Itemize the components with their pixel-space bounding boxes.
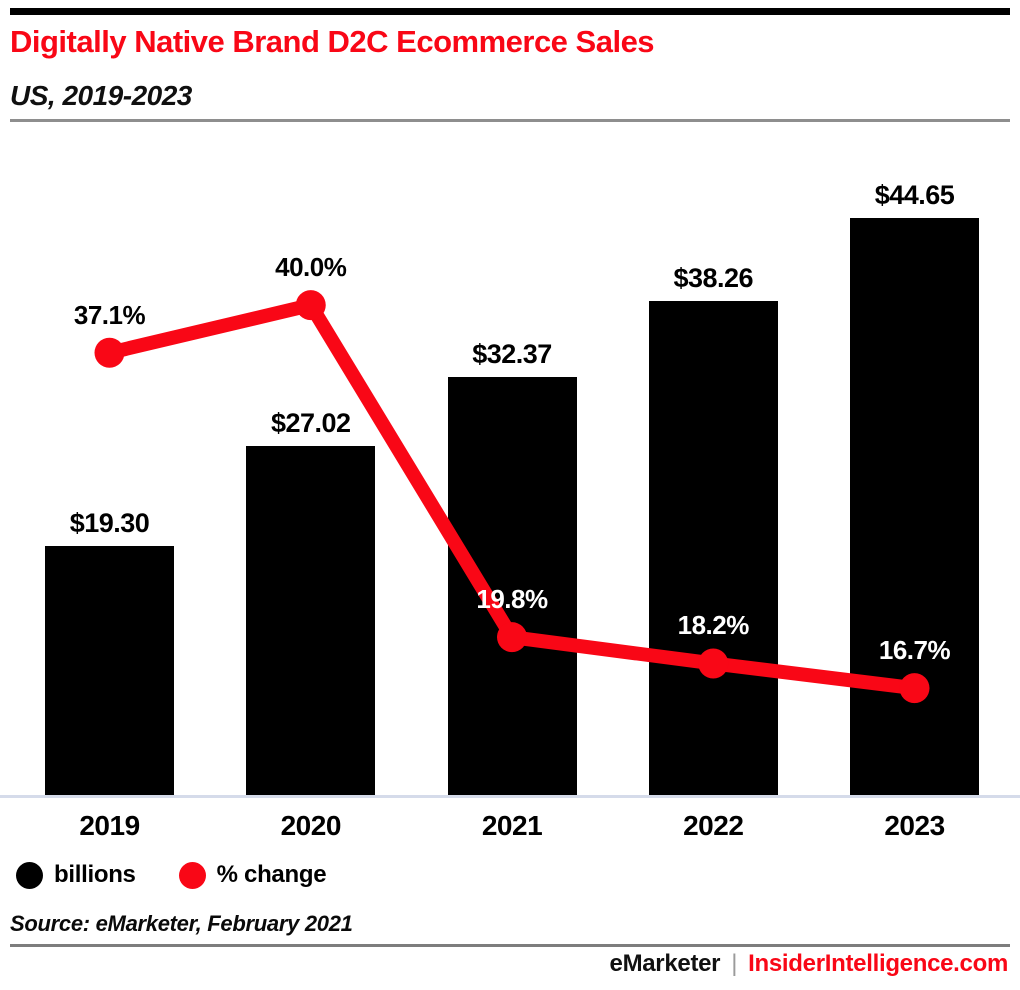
x-axis-label-2019: 2019 — [79, 810, 140, 841]
footer: eMarketer | InsiderIntelligence.com — [609, 950, 1009, 978]
legend-billions-label: billions — [54, 861, 136, 888]
footer-separator: | — [731, 950, 738, 977]
x-axis-label-2020: 2020 — [280, 810, 342, 841]
line-point-dot-2019 — [94, 337, 125, 368]
line-point-dot-2020 — [295, 290, 326, 321]
x-axis-label-2023: 2023 — [884, 810, 945, 841]
bar-2020 — [246, 446, 376, 795]
line-point-dot-2022 — [698, 648, 729, 679]
pct-change-label-2019: 37.1% — [73, 299, 146, 330]
pct-change-label-2020: 40.0% — [275, 252, 347, 283]
bar-2019 — [45, 546, 174, 795]
legend: billions % change — [16, 861, 327, 889]
footer-site-link: InsiderIntelligence.com — [748, 950, 1008, 977]
x-axis-line — [0, 795, 1020, 798]
header-divider — [10, 119, 1010, 122]
x-axis-label-2021: 2021 — [481, 810, 543, 841]
legend-item-billions: billions — [16, 861, 136, 889]
pct-change-label-2022: 18.2% — [677, 610, 750, 641]
legend-item-pct-change: % change — [178, 861, 327, 889]
bar-value-label-2023: $44.65 — [874, 180, 955, 210]
line-point-dot-2023 — [899, 673, 930, 704]
legend-pct-change-label: % change — [216, 861, 327, 888]
chart-title: Digitally Native Brand D2C Ecommerce Sal… — [10, 24, 655, 59]
bar-value-label-2020: $27.02 — [270, 408, 351, 438]
footer-divider — [10, 944, 1010, 947]
line-point-dot-2021 — [497, 622, 527, 653]
x-axis-label-2022: 2022 — [683, 810, 744, 841]
source-note: Source: eMarketer, February 2021 — [10, 911, 353, 936]
bar-value-label-2021: $32.37 — [472, 339, 552, 369]
bar-2021 — [447, 377, 577, 795]
bar-value-label-2019: $19.30 — [69, 508, 150, 538]
billions-dot-icon — [16, 861, 43, 889]
bar-2022 — [648, 301, 778, 795]
bar-value-label-2022: $38.26 — [673, 263, 754, 293]
top-accent-bar — [10, 8, 1010, 15]
chart-subtitle: US, 2019-2023 — [10, 80, 192, 111]
footer-brand: eMarketer — [609, 950, 721, 977]
pct-change-label-2023: 16.7% — [878, 635, 951, 666]
pct-change-dot-icon — [178, 861, 206, 889]
pct-change-label-2021: 19.8% — [476, 584, 548, 615]
